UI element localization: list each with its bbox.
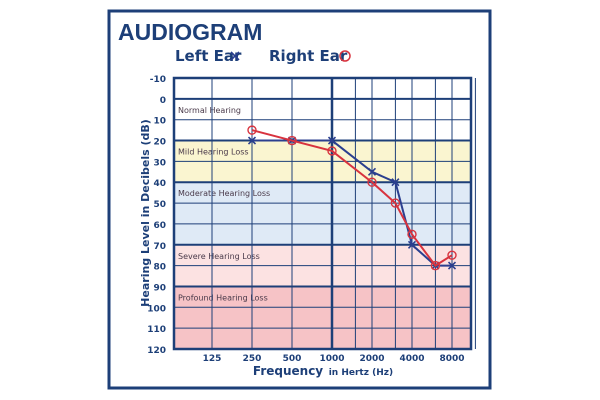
hearing-bands: Normal Hearing Mild Hearing Loss Moderate … [174, 78, 471, 349]
left-ear-x-marker [407, 240, 417, 249]
legend: Left Ear Right Ear [175, 47, 351, 65]
y-axis-label: Hearing Level in Decibels (dB) [139, 119, 152, 307]
x-axis-label-main: Frequency [253, 364, 323, 378]
band-profound-hearing-loss [174, 286, 471, 349]
x-tick-label: 1000 [319, 354, 344, 364]
legend-x-icon [230, 51, 240, 61]
x-tick-labels: 125 250 500 1000 2000 4000 8000 [203, 354, 465, 364]
y-tick-label: 110 [147, 325, 166, 335]
y-tick-label: -10 [150, 75, 166, 85]
y-tick-label: 100 [147, 304, 166, 314]
x-tick-label: 2000 [359, 354, 384, 364]
right-ear-o-marker [430, 260, 441, 271]
band-label: Moderate Hearing Loss [178, 189, 270, 198]
x-tick-label: 125 [203, 354, 222, 364]
series-line-right-ear [251, 129, 453, 267]
x-axis-label-suffix: in Hertz (Hz) [329, 368, 393, 378]
right-ear-o-marker [327, 146, 337, 156]
right-ear-o-marker [447, 250, 457, 260]
right-ear-o-marker [247, 125, 257, 135]
y-tick-label: 80 [153, 263, 166, 273]
y-tick-label: 60 [153, 221, 166, 231]
left-ear-x-marker [247, 136, 257, 145]
right-ear-o-marker [407, 229, 417, 240]
y-tick-label: 20 [153, 138, 166, 148]
y-tick-label: 90 [153, 283, 166, 293]
x-axis-label: Frequency in Hertz (Hz) [253, 360, 393, 379]
y-tick-label: 70 [153, 242, 166, 252]
x-tick-label: 8000 [439, 354, 464, 364]
legend-circle-icon [339, 50, 351, 62]
left-ear-x-marker [447, 261, 457, 270]
chart-title: AUDIOGRAM [118, 19, 262, 45]
band-label: Profound Hearing Loss [178, 293, 268, 302]
plot-border [172, 76, 473, 351]
left-ear-x-marker [367, 167, 377, 176]
legend-left-ear: Left Ear [175, 47, 242, 65]
y-tick-label: 120 [147, 346, 166, 356]
y-tick-label: 50 [153, 200, 166, 210]
x-tick-label: 4000 [399, 354, 424, 364]
left-ear-x-marker [327, 136, 337, 145]
x-tick-label: 500 [283, 354, 302, 364]
series-line-left-ear [252, 139, 452, 267]
legend-right-ear: Right Ear [269, 47, 348, 65]
left-ear-x-marker [391, 178, 400, 187]
right-ear-o-marker [287, 135, 297, 146]
y-tick-label: 30 [153, 158, 166, 168]
y-tick-label: 40 [153, 179, 166, 189]
outer-frame [107, 9, 492, 390]
y-tick-label: 0 [160, 96, 166, 106]
right-ear-o-marker [367, 177, 377, 187]
band-label: Normal Hearing [178, 106, 241, 115]
right-ear-o-marker [390, 198, 401, 208]
band-label: Mild Hearing Loss [178, 148, 249, 157]
band-label: Severe Hearing Loss [178, 252, 260, 261]
series [247, 125, 457, 271]
y-tick-label: 10 [153, 117, 166, 127]
band-moderate-hearing-loss [174, 182, 471, 245]
x-tick-label: 250 [243, 354, 262, 364]
y-tick-labels: -10 0 10 20 30 40 50 60 70 80 90 100 110 120 [147, 75, 166, 356]
